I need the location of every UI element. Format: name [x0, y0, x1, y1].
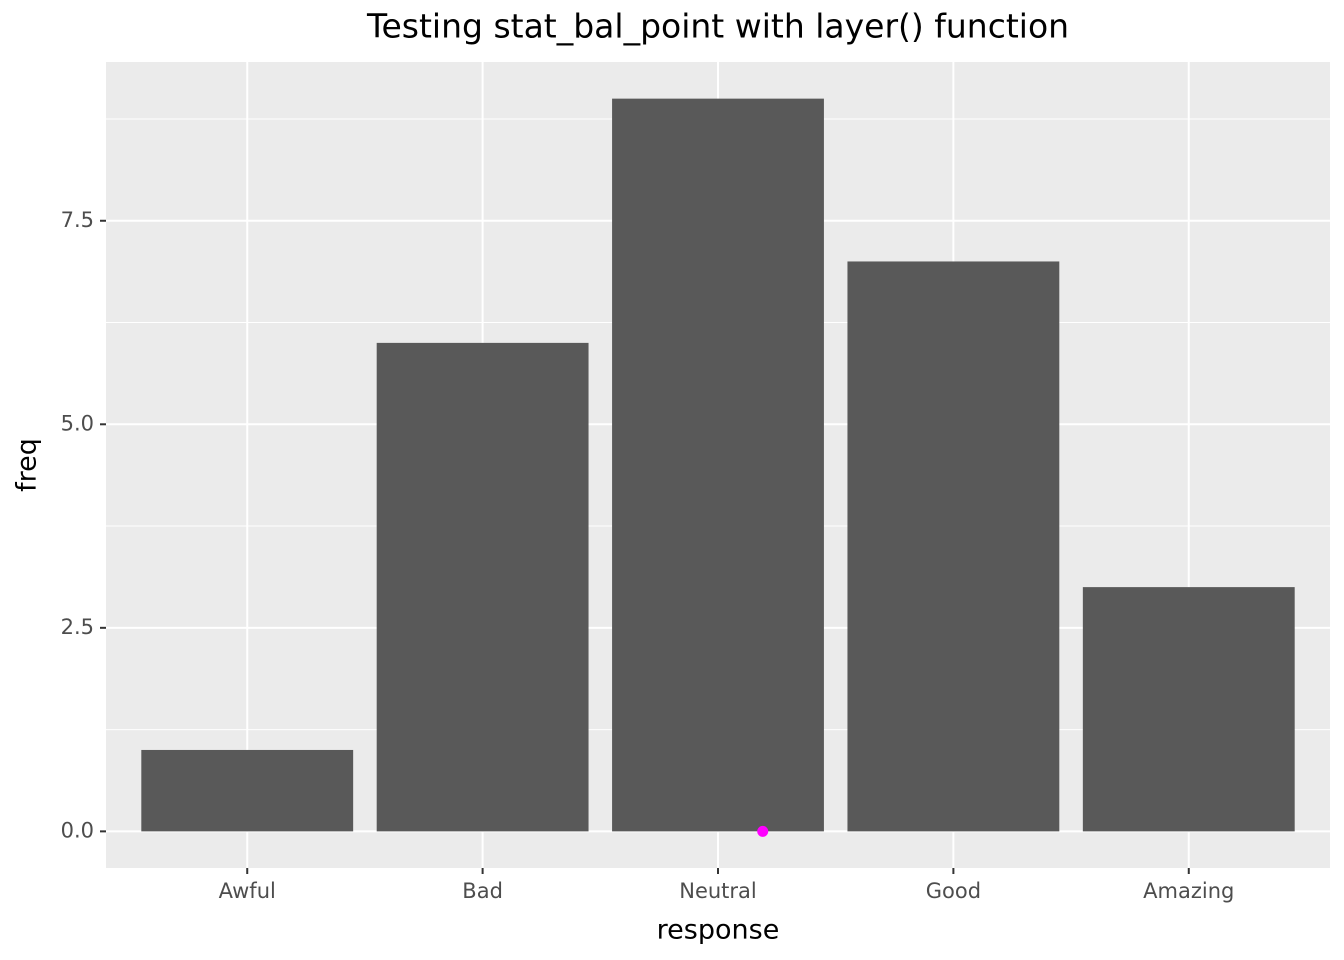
bar: [612, 98, 824, 832]
y-tick-label: 2.5: [61, 615, 94, 639]
x-tick-label: Bad: [462, 879, 503, 903]
y-tick-label: 0.0: [61, 818, 94, 842]
x-axis-label: response: [657, 915, 780, 946]
chart-title: Testing stat_bal_point with layer() func…: [366, 7, 1069, 46]
balance-point: [757, 825, 769, 837]
bar: [376, 342, 589, 832]
y-tick-label: 5.0: [61, 411, 94, 435]
x-tick-label: Good: [926, 879, 981, 903]
y-axis-label: freq: [12, 438, 43, 492]
bar: [847, 261, 1060, 832]
x-tick-label: Amazing: [1143, 879, 1234, 903]
bar: [1082, 587, 1295, 832]
x-tick-label: Awful: [219, 879, 276, 903]
bar: [141, 749, 354, 832]
x-tick-label: Neutral: [679, 879, 757, 903]
y-tick-label: 7.5: [61, 208, 94, 232]
